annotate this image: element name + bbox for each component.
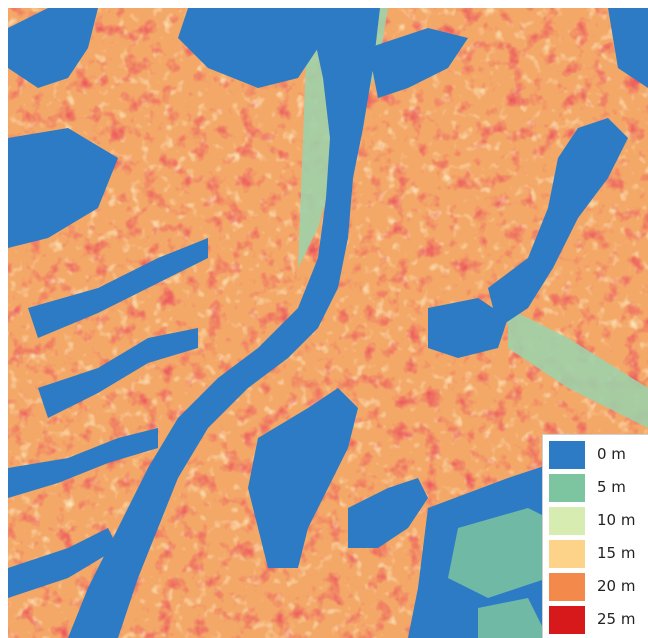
- elevation-raster: [8, 8, 648, 638]
- legend-label: 25 m: [597, 610, 636, 628]
- legend-label: 0 m: [597, 445, 626, 463]
- legend-label: 20 m: [597, 577, 636, 595]
- legend-swatch: [549, 573, 585, 601]
- legend-label: 15 m: [597, 544, 636, 562]
- legend-item-5m: 5 m: [549, 474, 648, 502]
- legend-swatch: [549, 507, 585, 535]
- legend-swatch: [549, 441, 585, 469]
- legend-item-20m: 20 m: [549, 573, 648, 601]
- legend-swatch: [549, 540, 585, 568]
- legend-item-10m: 10 m: [549, 507, 648, 535]
- legend-swatch: [549, 474, 585, 502]
- legend-swatch: [549, 606, 585, 634]
- legend-item-25m: 25 m: [549, 606, 648, 634]
- legend-label: 10 m: [597, 511, 636, 529]
- legend-label: 5 m: [597, 478, 626, 496]
- legend-item-15m: 15 m: [549, 540, 648, 568]
- map-legend: 0 m 5 m 10 m 15 m 20 m 25 m: [542, 434, 648, 638]
- elevation-map[interactable]: 0 m 5 m 10 m 15 m 20 m 25 m: [8, 8, 648, 638]
- legend-item-0m: 0 m: [549, 441, 648, 469]
